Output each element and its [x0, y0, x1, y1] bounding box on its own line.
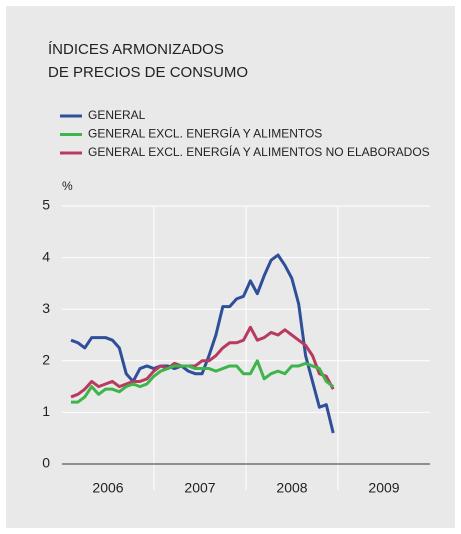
- y-axis-label: %: [62, 179, 73, 193]
- chart-title: ÍNDICES ARMONIZADOS: [48, 41, 224, 58]
- x-tick-label: 2006: [92, 480, 123, 496]
- y-tick-label: 1: [42, 403, 50, 419]
- x-tick-label: 2008: [276, 480, 307, 496]
- y-tick-label: 2: [42, 352, 50, 368]
- y-tick-label: 5: [42, 197, 50, 213]
- series-line: [70, 325, 335, 399]
- legend-label: GENERAL EXCL. ENERGÍA Y ALIMENTOS: [88, 126, 322, 141]
- chart-title: DE PRECIOS DE CONSUMO: [48, 64, 248, 81]
- series-line: [70, 253, 335, 434]
- x-tick-label: 2007: [184, 480, 215, 496]
- series-line: [71, 359, 335, 404]
- y-tick-label: 0: [42, 455, 50, 471]
- panel: [6, 6, 455, 528]
- y-tick-label: 4: [42, 248, 50, 264]
- legend-label: GENERAL: [88, 108, 146, 122]
- x-tick-label: 2009: [368, 480, 399, 496]
- y-tick-label: 3: [42, 300, 50, 316]
- legend-label: GENERAL EXCL. ENERGÍA Y ALIMENTOS NO ELA…: [88, 144, 430, 159]
